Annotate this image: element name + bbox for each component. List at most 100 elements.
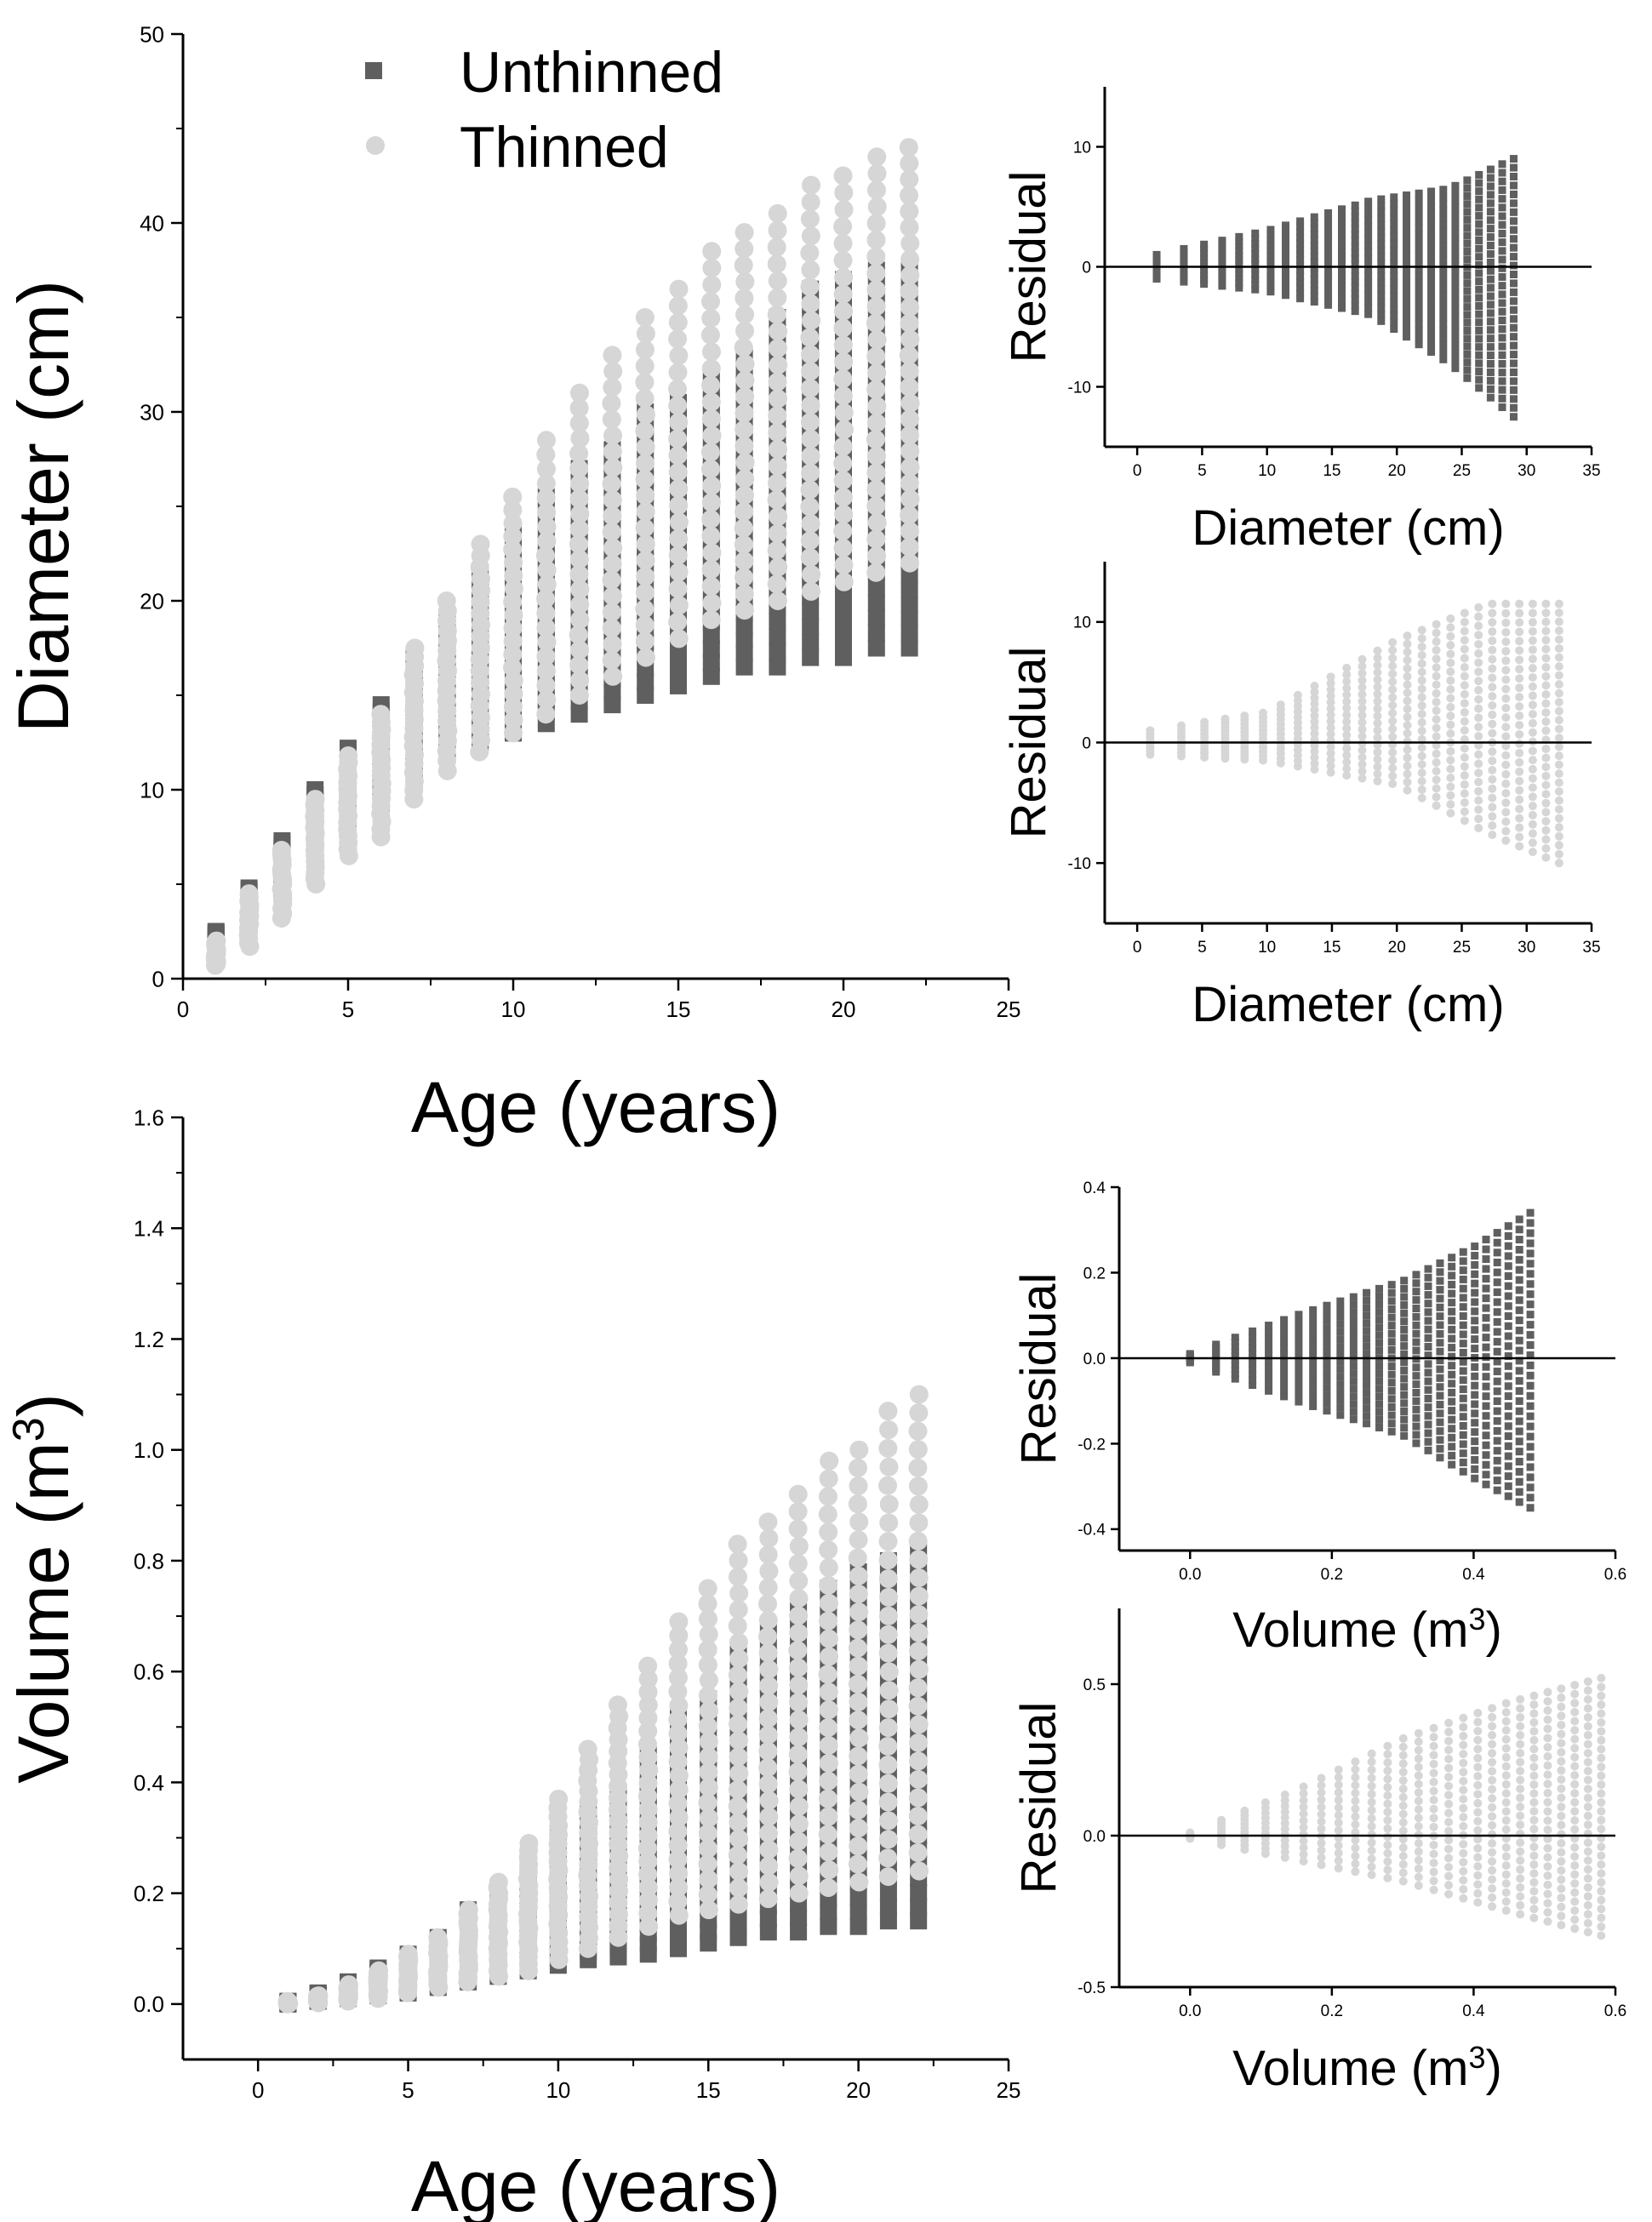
point-thinned <box>1554 769 1563 779</box>
point-thinned <box>1557 1875 1566 1884</box>
point-thinned <box>1541 708 1551 717</box>
point-unthinned <box>1403 306 1411 314</box>
point-unthinned <box>1471 1400 1479 1408</box>
point-thinned <box>1501 675 1511 684</box>
point-thinned <box>1557 1784 1566 1793</box>
point-thinned <box>1583 1838 1592 1848</box>
point-unthinned <box>1515 1236 1523 1244</box>
point-unthinned <box>1415 203 1423 211</box>
point-thinned <box>1541 771 1551 780</box>
point-thinned <box>849 1836 868 1856</box>
point-unthinned <box>1415 258 1423 266</box>
point-thinned <box>908 1806 928 1825</box>
point-thinned <box>848 1548 867 1568</box>
point-unthinned <box>1363 1374 1371 1382</box>
point-thinned <box>866 529 886 549</box>
point-thinned <box>1146 726 1155 735</box>
point-thinned <box>1488 1722 1497 1731</box>
point-unthinned <box>1463 334 1472 343</box>
point-thinned <box>1529 1780 1539 1790</box>
point-thinned <box>1388 661 1398 671</box>
point-thinned <box>1583 1694 1592 1704</box>
point-unthinned <box>1375 1323 1384 1332</box>
point-unthinned <box>1427 201 1436 209</box>
point-unthinned <box>1280 1385 1289 1394</box>
point-unthinned <box>1336 1305 1345 1313</box>
y-tick-label: 10 <box>140 777 164 803</box>
point-thinned <box>1403 705 1412 714</box>
point-unthinned <box>1486 275 1495 283</box>
point-thinned <box>1597 1789 1606 1798</box>
point-thinned <box>1342 677 1352 686</box>
point-unthinned <box>1504 1492 1512 1500</box>
point-thinned <box>1501 684 1511 694</box>
point-thinned <box>536 618 556 637</box>
point-unthinned <box>1377 253 1386 261</box>
point-thinned <box>1529 1745 1539 1754</box>
point-thinned <box>1317 1809 1326 1819</box>
point-thinned <box>1557 1766 1566 1775</box>
point-unthinned <box>1403 191 1411 200</box>
point-unthinned <box>1493 1238 1501 1247</box>
point-thinned <box>1543 1705 1552 1715</box>
point-thinned <box>698 1854 717 1874</box>
point-unthinned <box>1310 269 1318 277</box>
point-unthinned <box>1498 377 1506 386</box>
point-thinned <box>759 1856 779 1876</box>
point-thinned <box>768 339 787 358</box>
point-unthinned <box>1509 208 1518 216</box>
point-thinned <box>570 474 590 494</box>
point-unthinned <box>1377 214 1386 223</box>
point-thinned <box>1541 825 1551 835</box>
point-unthinned <box>1515 1367 1523 1375</box>
point-thinned <box>1367 1790 1376 1799</box>
point-thinned <box>769 322 788 341</box>
point-unthinned <box>1451 232 1460 241</box>
point-unthinned <box>1486 249 1495 258</box>
point-thinned <box>1529 1735 1539 1745</box>
point-thinned <box>1488 1839 1497 1848</box>
point-unthinned <box>1504 1242 1512 1250</box>
point-thinned <box>1317 1795 1326 1804</box>
point-unthinned <box>1390 259 1398 267</box>
point-unthinned <box>1486 283 1495 292</box>
point-thinned <box>1554 698 1563 707</box>
point-thinned <box>1529 1709 1539 1718</box>
point-thinned <box>1398 1818 1408 1827</box>
point-unthinned <box>1280 1337 1289 1345</box>
point-unthinned <box>1310 264 1318 272</box>
point-unthinned <box>1493 1259 1501 1267</box>
point-thinned <box>908 1440 928 1459</box>
point-unthinned <box>1463 255 1472 264</box>
point-unthinned <box>1471 1381 1479 1390</box>
point-thinned <box>1501 723 1511 732</box>
point-thinned <box>849 1872 869 1892</box>
point-thinned <box>1417 760 1426 769</box>
point-thinned <box>1583 1722 1592 1731</box>
point-unthinned <box>1504 1462 1512 1471</box>
point-thinned <box>1541 790 1551 799</box>
point-thinned <box>1501 1753 1511 1762</box>
point-thinned <box>1570 1897 1580 1906</box>
point-thinned <box>504 723 523 743</box>
point-thinned <box>1473 1745 1483 1754</box>
point-unthinned <box>1412 1312 1420 1321</box>
point-unthinned <box>1415 231 1423 239</box>
y-tick-label: 0.2 <box>134 1881 164 1906</box>
point-unthinned <box>1451 334 1460 343</box>
point-thinned <box>1459 1876 1468 1885</box>
point-unthinned <box>1498 169 1506 177</box>
point-thinned <box>1501 1870 1511 1879</box>
point-thinned <box>1583 1865 1592 1874</box>
point-thinned <box>866 297 886 317</box>
y-tick-label: -10 <box>1068 379 1091 397</box>
point-unthinned <box>1498 368 1506 377</box>
point-unthinned <box>1515 1458 1523 1466</box>
point-unthinned <box>1493 1268 1501 1277</box>
point-unthinned <box>1424 1282 1432 1290</box>
point-thinned <box>638 1813 658 1832</box>
point-thinned <box>1351 1836 1360 1845</box>
point-thinned <box>1460 780 1469 789</box>
point-thinned <box>909 1751 929 1771</box>
point-thinned <box>1444 1854 1454 1863</box>
